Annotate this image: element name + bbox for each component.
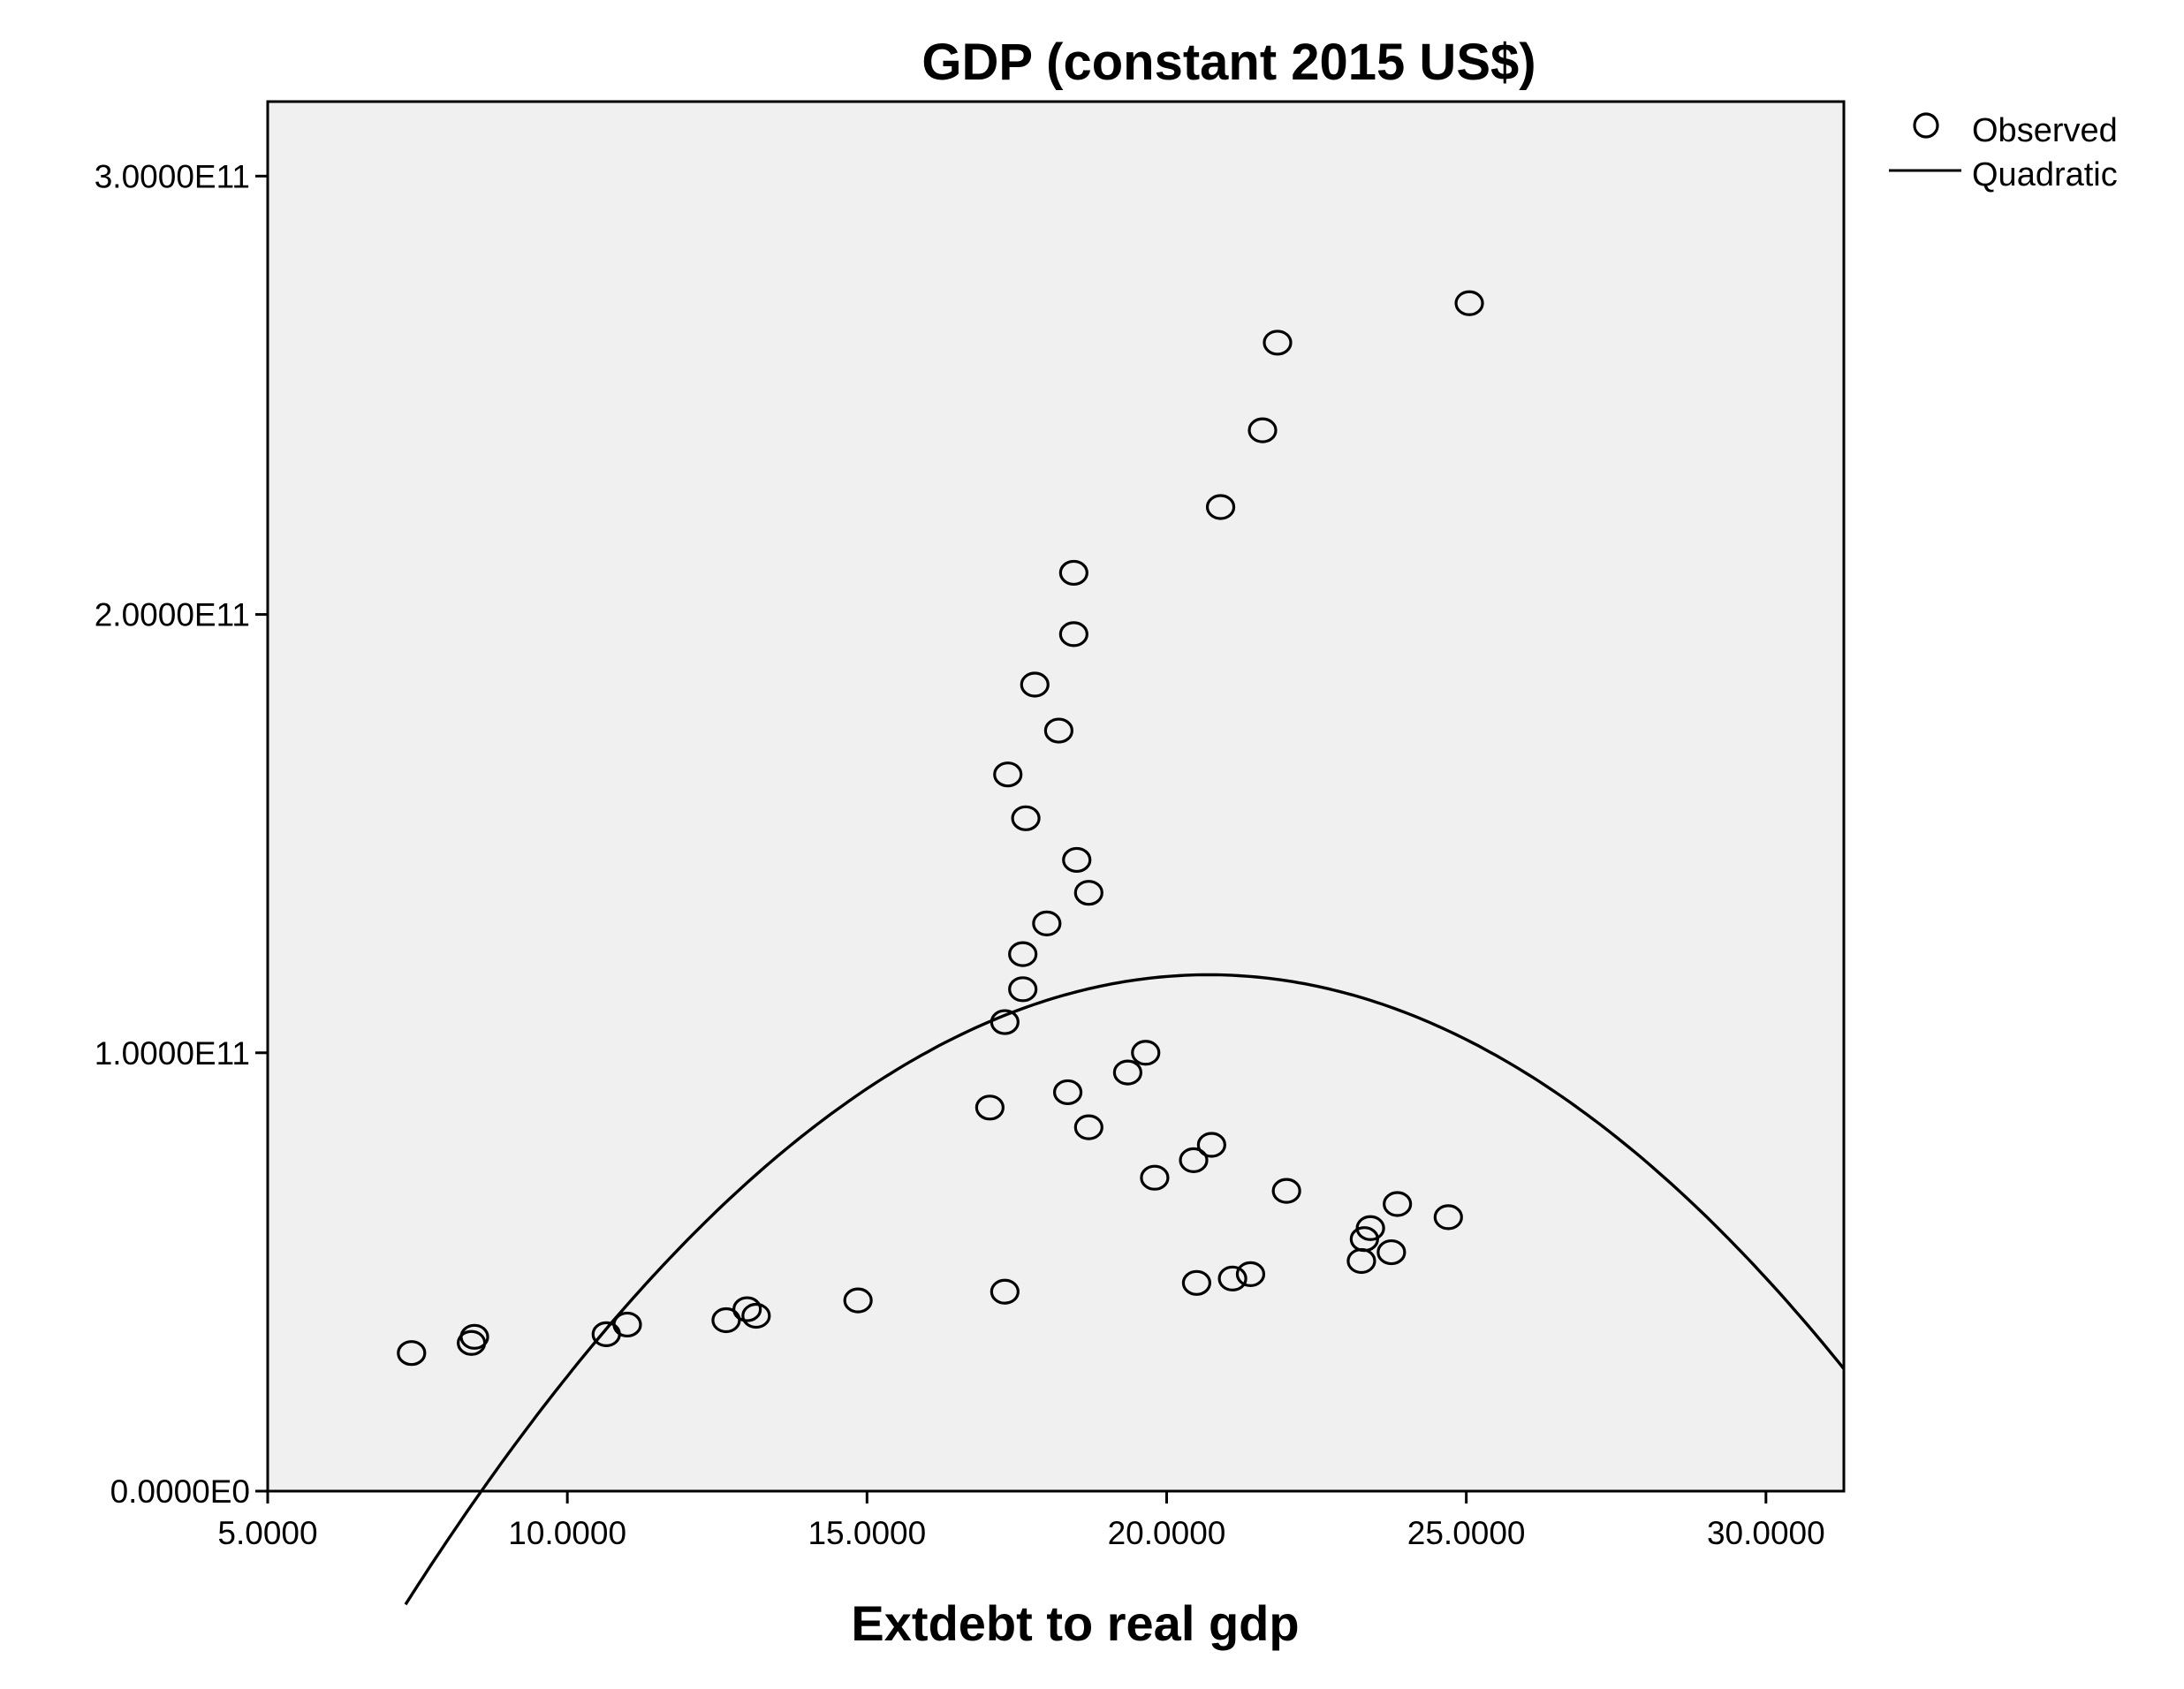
legend-observed-label: Observed — [1972, 112, 2118, 149]
data-point — [1058, 559, 1088, 587]
data-point — [1454, 290, 1484, 316]
x-tick-label: 10.0000 — [508, 1515, 626, 1551]
data-point — [1011, 805, 1041, 831]
data-point — [1058, 621, 1088, 648]
data-point — [1073, 880, 1103, 906]
data-point — [1271, 1178, 1301, 1204]
y-tick-label: 0.0000E0 — [110, 1473, 250, 1510]
data-point — [1052, 1079, 1083, 1106]
quadratic-fit-line — [404, 973, 1846, 1606]
data-point — [990, 1009, 1020, 1035]
data-point — [1073, 1114, 1103, 1140]
x-axis-label: Extdebt to real gdp — [851, 1595, 1299, 1651]
legend-quadratic-label: Quadratic — [1972, 156, 2118, 193]
data-point — [732, 1296, 762, 1322]
data-point — [1433, 1204, 1463, 1231]
data-point — [1235, 1261, 1266, 1287]
x-tick-label: 25.0000 — [1407, 1515, 1526, 1551]
data-point — [1263, 329, 1293, 356]
data-point — [1217, 1265, 1247, 1291]
chart-title: GDP (constant 2015 US$) — [921, 34, 1536, 91]
x-tick-label: 20.0000 — [1108, 1515, 1226, 1551]
data-point — [1043, 717, 1073, 744]
data-point — [1383, 1191, 1413, 1217]
data-point — [1020, 671, 1050, 698]
data-point — [397, 1340, 427, 1367]
legend: Observed Quadratic — [1889, 112, 2118, 193]
data-point — [1179, 1147, 1209, 1173]
data-point — [1062, 846, 1092, 874]
data-point — [612, 1311, 642, 1338]
data-point — [1032, 910, 1062, 937]
y-tick-label: 2.0000E11 — [95, 597, 250, 633]
x-tick-label: 30.0000 — [1707, 1515, 1825, 1551]
data-point — [1376, 1238, 1407, 1266]
data-point — [1247, 417, 1278, 443]
data-point — [459, 1323, 489, 1350]
data-point — [843, 1287, 873, 1314]
data-point — [1355, 1215, 1385, 1241]
legend-observed-marker — [1913, 112, 1939, 139]
x-axis: 5.0000 10.0000 15.0000 20.0000 25.0000 30.000… — [217, 1491, 1825, 1551]
data-point — [1196, 1132, 1226, 1158]
y-tick-label: 1.0000E11 — [95, 1035, 250, 1072]
data-point — [974, 1094, 1005, 1121]
data-point — [1181, 1269, 1212, 1296]
data-point — [1205, 494, 1236, 520]
data-point — [993, 761, 1023, 788]
x-tick-label: 5.0000 — [217, 1515, 317, 1551]
data-point — [1112, 1059, 1142, 1086]
data-point — [990, 1278, 1020, 1305]
data-point — [1131, 1040, 1161, 1066]
y-tick-label: 3.0000E11 — [95, 158, 250, 194]
data-point — [1008, 941, 1038, 967]
observed-points — [397, 290, 1484, 1367]
plot-area — [266, 100, 1846, 1493]
data-point — [741, 1302, 771, 1329]
data-point — [1008, 976, 1038, 1003]
data-point — [1140, 1164, 1170, 1191]
x-tick-label: 15.0000 — [808, 1515, 926, 1551]
y-axis: 0.0000E0 1.0000E11 2.0000E11 3.0000E11 — [95, 158, 268, 1510]
